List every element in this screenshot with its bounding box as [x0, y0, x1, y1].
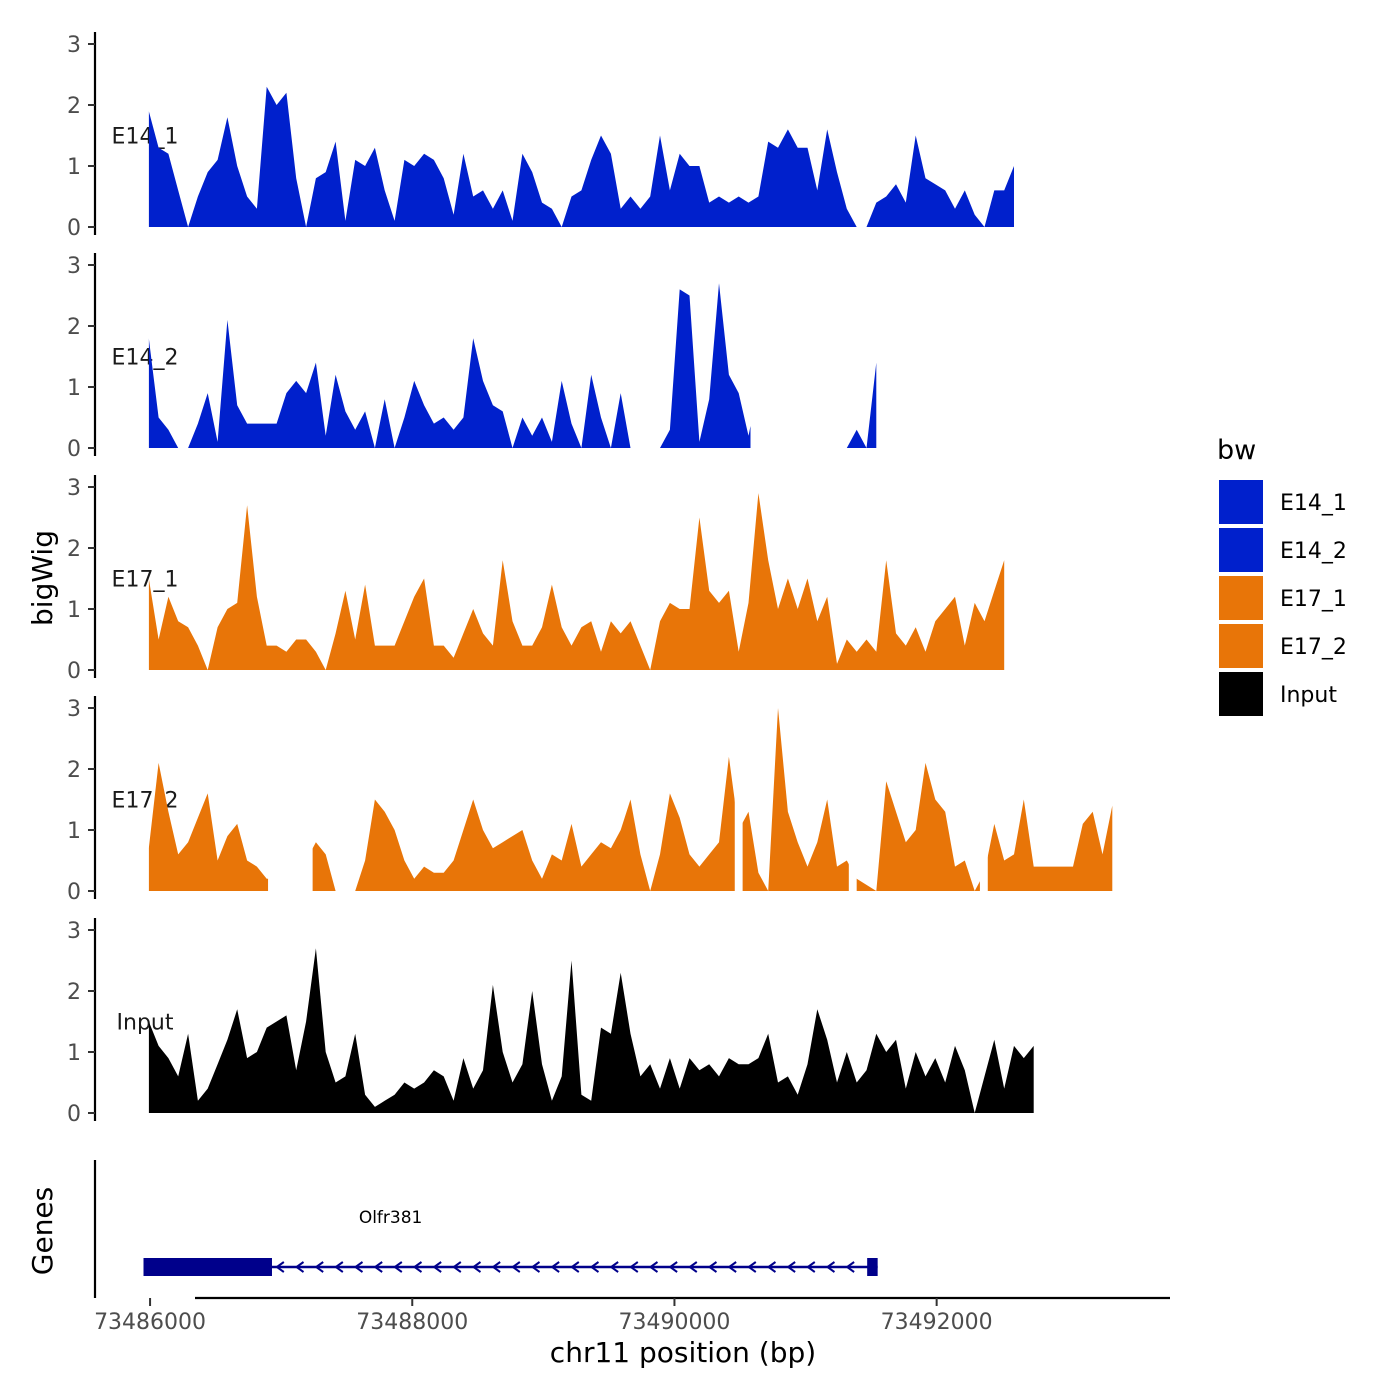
signal-area — [148, 493, 1005, 670]
strand-arrow — [353, 1261, 364, 1273]
tracks-group: 0 1 2 3 E14_1 0 1 2 3 E14_2 0 1 2 3 E17_1 0 1 2 3 E17_2 0 1 2 3… — [67, 32, 1113, 1127]
legend-key — [1219, 480, 1263, 524]
strand-arrow — [766, 1261, 777, 1273]
legend: E14_1 E14_2 E17_1 E17_2 Input — [1219, 480, 1347, 716]
strand-arrow — [550, 1261, 560, 1273]
legend-key — [1219, 576, 1263, 620]
x-axis-title: chr11 position (bp) — [550, 1336, 816, 1369]
track-label: E17_2 — [112, 789, 179, 814]
strand-arrow — [609, 1261, 619, 1273]
y-tick-label: 0 — [67, 659, 81, 684]
strand-arrow — [471, 1261, 482, 1273]
x-tick-label: 73490000 — [618, 1310, 730, 1335]
signal-area — [148, 708, 1113, 891]
y-tick-label: 1 — [67, 376, 81, 401]
y-tick-label: 2 — [67, 537, 81, 562]
strand-arrow — [668, 1261, 678, 1273]
y-tick-label: 3 — [67, 476, 81, 501]
strand-arrow — [629, 1261, 639, 1273]
x-tick-label: 73486000 — [94, 1310, 206, 1335]
signal-area — [148, 283, 877, 448]
track-label: E14_2 — [112, 346, 179, 371]
legend-label: E17_2 — [1280, 635, 1347, 660]
track-label: E17_1 — [112, 568, 179, 593]
y-tick-label: 2 — [67, 758, 81, 783]
y-tick-label: 3 — [67, 919, 81, 944]
strand-arrow — [530, 1261, 541, 1273]
x-axis: 73486000 73488000 73490000 73492000 — [94, 1296, 1170, 1335]
y-tick-label: 2 — [67, 980, 81, 1005]
y-tick-label: 1 — [67, 819, 81, 844]
legend-label: Input — [1280, 683, 1337, 708]
legend-label: E14_2 — [1280, 539, 1347, 564]
strand-arrow — [294, 1261, 305, 1273]
gene-label: Olfr381 — [359, 1208, 423, 1228]
gene-exon-block — [867, 1258, 878, 1276]
x-tick-label: 73492000 — [881, 1310, 993, 1335]
track-label: Input — [117, 1011, 174, 1036]
legend-key — [1219, 672, 1263, 716]
strand-arrow — [275, 1261, 285, 1273]
y-tick-label: 3 — [67, 254, 81, 279]
strand-arrow — [314, 1261, 324, 1273]
strand-arrow — [806, 1261, 816, 1273]
y-tick-label: 1 — [67, 1041, 81, 1066]
strand-arrow — [707, 1261, 718, 1273]
track-label: E14_1 — [112, 125, 179, 150]
strand-arrow — [727, 1261, 737, 1273]
y-tick-label: 0 — [67, 437, 81, 462]
strand-arrow — [825, 1261, 836, 1273]
strand-arrow — [511, 1261, 521, 1273]
strand-arrow — [648, 1261, 659, 1273]
signal-area — [148, 86, 1015, 227]
y-tick-label: 1 — [67, 155, 81, 180]
gene-exon-block — [143, 1258, 272, 1276]
track-e14-1: 0 1 2 3 E14_1 — [67, 32, 1015, 241]
strand-arrow — [432, 1261, 442, 1273]
strand-arrow — [786, 1261, 796, 1273]
genes-group: Olfr381 — [93, 1160, 878, 1298]
y-tick-label: 0 — [67, 216, 81, 241]
y-tick-label: 2 — [67, 315, 81, 340]
y-tick-label: 1 — [67, 598, 81, 623]
track-e17-1: 0 1 2 3 E17_1 — [67, 475, 1005, 684]
track-input: 0 1 2 3 Input — [67, 918, 1034, 1127]
y-axis-title: bigWig — [26, 530, 59, 626]
track-e17-2: 0 1 2 3 E17_2 — [67, 696, 1113, 905]
signal-area — [148, 948, 1034, 1113]
y-tick-label: 3 — [67, 33, 81, 58]
y-tick-label: 3 — [67, 697, 81, 722]
strand-arrow — [393, 1261, 403, 1273]
strand-arrow — [747, 1261, 757, 1273]
y-tick-label: 2 — [67, 94, 81, 119]
strand-arrow — [412, 1261, 423, 1273]
strand-arrow — [334, 1261, 344, 1273]
legend-key — [1219, 624, 1263, 668]
legend-key — [1219, 528, 1263, 572]
strand-arrow — [570, 1261, 580, 1273]
strand-arrow — [491, 1261, 501, 1273]
strand-arrow — [845, 1261, 855, 1273]
track-e14-2: 0 1 2 3 E14_2 — [67, 253, 877, 462]
legend-label: E14_1 — [1280, 491, 1347, 516]
genes-panel-label: Genes — [26, 1187, 59, 1275]
y-tick-label: 0 — [67, 880, 81, 905]
strand-arrow — [688, 1261, 698, 1273]
y-tick-label: 0 — [67, 1102, 81, 1127]
strand-arrow — [452, 1261, 462, 1273]
legend-label: E17_1 — [1280, 587, 1347, 612]
legend-title: bw — [1217, 435, 1256, 466]
strand-arrow — [373, 1261, 383, 1273]
strand-arrow — [589, 1261, 600, 1273]
x-tick-label: 73488000 — [356, 1310, 468, 1335]
